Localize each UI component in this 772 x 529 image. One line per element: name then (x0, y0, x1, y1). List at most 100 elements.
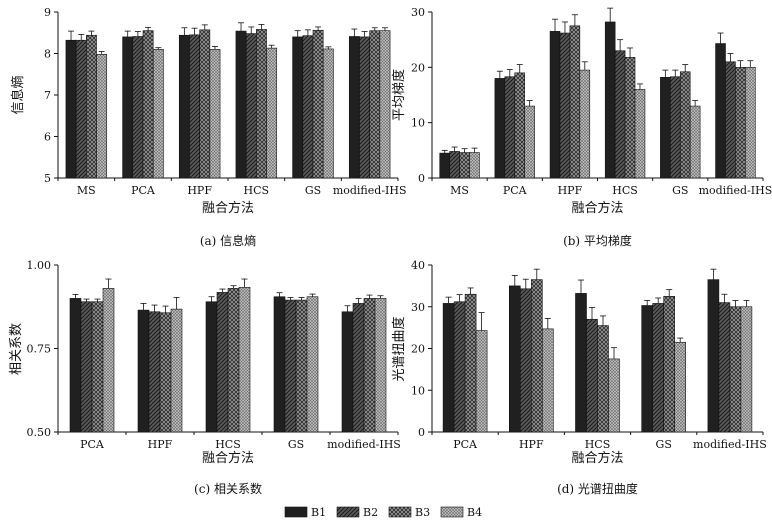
bar-B2-GS (652, 303, 665, 433)
bar-B2-GS (284, 299, 297, 433)
bar-B4-PCA (102, 288, 115, 433)
x-tick-label: PCA (453, 438, 478, 451)
y-tick-label: 10 (411, 117, 425, 130)
bar-B1-HCS (575, 293, 587, 433)
x-tick-label: MS (450, 184, 469, 197)
bar-B3-HPF (569, 25, 581, 179)
bar-B3-HPF (159, 312, 172, 433)
x-tick-label: modified-IHS (327, 438, 401, 451)
legend-label-B1: B1 (311, 506, 326, 519)
x-tick-label: HCS (215, 438, 241, 451)
y-tick-label: 5 (44, 172, 51, 185)
bar-B4-PCA (152, 49, 164, 179)
y-tick-label: 0.50 (27, 426, 52, 439)
bar-B4-modified-IHS (374, 298, 387, 433)
bar-B4-modified-IHS (379, 30, 391, 179)
bar-B4-PCA (475, 330, 488, 433)
legend-swatch-B2 (336, 506, 360, 518)
x-tick-label: GS (656, 438, 672, 451)
bar-B4-HCS (266, 47, 278, 179)
bar-B2-HCS (614, 50, 626, 179)
x-tick-label: GS (288, 438, 304, 451)
bar-B1-GS (641, 305, 654, 433)
bar-B4-MS (469, 152, 480, 179)
y-tick-label: 7 (44, 89, 51, 102)
bar-B2-HPF (148, 311, 161, 433)
bar-B3-PCA (514, 72, 525, 179)
bar-B2-modified-IHS (725, 61, 736, 179)
bar-B1-modified-IHS (348, 36, 360, 179)
bar-B1-GS (273, 296, 286, 433)
bar-B3-modified-IHS (369, 30, 381, 179)
x-tick-label: modified-IHS (699, 184, 772, 197)
x-axis-label: 融合方法 (571, 200, 623, 216)
bar-B2-PCA (453, 301, 466, 433)
y-axis-label: 平均梯度 (391, 69, 407, 121)
legend-swatch-B3 (388, 506, 412, 518)
x-axis-label: 融合方法 (202, 450, 254, 466)
y-tick-label: 6 (44, 131, 51, 144)
bar-B3-modified-IHS (735, 67, 746, 179)
bar-B4-HCS (238, 287, 251, 433)
bar-B1-HPF (137, 309, 150, 433)
bar-B2-MS (75, 39, 87, 179)
bar-B1-modified-IHS (341, 311, 354, 433)
y-tick-label: 40 (411, 259, 425, 272)
x-tick-label: HCS (612, 184, 638, 197)
y-axis-label: 光谱扭曲度 (391, 316, 407, 381)
bar-B3-PCA (142, 30, 154, 179)
x-tick-label: HPF (187, 184, 212, 197)
legend-label-B3: B3 (415, 506, 430, 519)
panel-caption: (b) 平均梯度 (563, 233, 632, 248)
bar-B1-PCA (69, 298, 82, 433)
x-tick-label: PCA (80, 438, 105, 451)
bar-B1-MS (65, 39, 77, 179)
panel-caption: (d) 光谱扭曲度 (557, 481, 638, 496)
bar-B4-HPF (170, 308, 183, 433)
legend-swatch-B1 (284, 506, 308, 518)
bar-B4-GS (689, 105, 701, 179)
bar-B1-MS (439, 152, 450, 179)
x-tick-label: HPF (148, 438, 173, 451)
bar-B2-HCS (245, 33, 257, 179)
bar-B1-GS (292, 36, 304, 179)
x-tick-label: PCA (503, 184, 528, 197)
y-tick-label: 30 (411, 301, 425, 314)
bar-B3-HPF (530, 279, 543, 433)
legend-label-B4: B4 (467, 506, 482, 519)
bar-B1-HPF (178, 34, 190, 179)
y-tick-label: 0.75 (27, 343, 52, 356)
y-axis-label: 信息熵 (10, 75, 26, 114)
bar-B3-HCS (256, 29, 267, 179)
bar-B3-PCA (464, 293, 477, 433)
y-axis-label: 相关系数 (9, 323, 24, 375)
legend-swatch-B4 (440, 506, 464, 518)
chart-panel-3: 0.50 0.75 1.00 PCA HPF HCS GS modified-IHS 融合方法 相… (9, 259, 401, 496)
bar-B4-MS (96, 54, 108, 179)
y-tick-label: 0 (418, 426, 425, 439)
bar-B2-PCA (504, 76, 516, 179)
bar-B2-GS (302, 35, 314, 179)
bar-B3-MS (459, 152, 470, 179)
legend-label-B2: B2 (363, 506, 378, 519)
bar-B2-modified-IHS (718, 302, 731, 433)
x-tick-label: GS (305, 184, 321, 197)
x-tick-label: PCA (131, 184, 156, 197)
chart-panel-4: 0 10 20 30 40 PCA HPF HCS GS modified-IHS 融合方法 光谱扭曲… (391, 259, 767, 496)
y-tick-label: 10 (411, 384, 425, 397)
bar-B3-HPF (199, 29, 211, 179)
bar-B1-modified-IHS (707, 279, 720, 433)
bar-B1-PCA (442, 303, 455, 433)
bar-B2-HCS (216, 292, 229, 433)
bar-B1-HCS (604, 21, 616, 179)
x-tick-label: modified-IHS (693, 438, 767, 451)
y-tick-label: 20 (411, 61, 425, 74)
bar-B2-PCA (80, 301, 93, 433)
bar-B4-HPF (541, 328, 554, 433)
x-tick-label: MS (77, 184, 96, 197)
bar-B4-HPF (579, 69, 591, 179)
chart-panel-1: 5 6 7 8 9 MS PCA HPF HCS GS modified-IHS 融合方法 信息熵 (a)… (10, 6, 407, 248)
x-tick-label: HCS (585, 438, 611, 451)
x-tick-label: modified-IHS (333, 184, 407, 197)
